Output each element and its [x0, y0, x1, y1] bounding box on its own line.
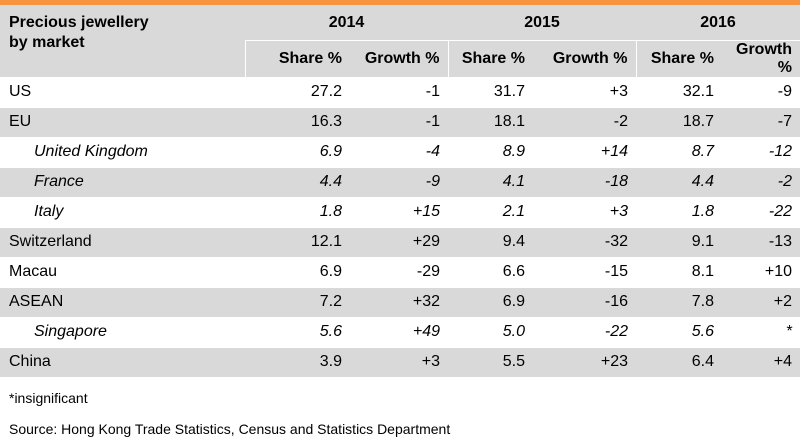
growth-2015: -18 [533, 167, 636, 197]
market-column-header: Precious jewellery by market [0, 5, 245, 77]
table-row: United Kingdom 6.9 -4 8.9 +14 8.7 -12 [0, 137, 800, 167]
growth-2015: -32 [533, 227, 636, 257]
market-name: United Kingdom [34, 143, 148, 160]
growth-2016: -22 [768, 203, 792, 220]
growth-2015: -2 [533, 107, 636, 137]
growth-header-2014: Growth % [350, 40, 448, 77]
market-header-line2: by market [9, 34, 85, 51]
growth-2015: +3 [609, 203, 628, 220]
share-2015: 4.1 [448, 167, 533, 197]
market-name: Switzerland [0, 227, 245, 257]
share-header-2015: Share % [447, 40, 533, 77]
market-header-line1: Precious jewellery [9, 14, 149, 31]
share-2016: 5.6 [691, 323, 714, 340]
table-row: Italy 1.8 +15 2.1 +3 1.8 -22 [0, 197, 800, 227]
growth-2014: -9 [350, 167, 448, 197]
table-row: US 27.2 -1 31.7 +3 32.1 -9 [0, 77, 800, 107]
growth-2015: -16 [533, 287, 636, 317]
share-2016: 8.1 [691, 263, 714, 280]
source-note: Source: Hong Kong Trade Statistics, Cens… [9, 421, 451, 437]
share-2016: 32.1 [682, 82, 714, 100]
table-row: Singapore 5.6 +49 5.0 -22 5.6 * [0, 317, 800, 347]
share-2015: 9.4 [448, 227, 533, 257]
growth-2014: +32 [350, 287, 448, 317]
year-header-2015: 2015 [448, 5, 636, 41]
table-row: Macau 6.9 -29 6.6 -15 8.1 +10 [0, 257, 800, 287]
growth-2014: -1 [425, 82, 440, 100]
accent-bar [0, 0, 800, 5]
share-2014: 7.2 [245, 287, 350, 317]
growth-2014: -1 [350, 107, 448, 137]
growth-2016: +4 [722, 347, 800, 377]
growth-2015: +3 [609, 82, 628, 100]
market-name: US [9, 82, 32, 100]
table-row: EU 16.3 -1 18.1 -2 18.7 -7 [0, 107, 800, 137]
share-2016: 18.7 [636, 107, 722, 137]
share-2016: 4.4 [636, 167, 722, 197]
growth-2014: +29 [350, 227, 448, 257]
share-2014: 12.1 [245, 227, 350, 257]
share-2015: 5.0 [502, 323, 525, 340]
table-row: Switzerland 12.1 +29 9.4 -32 9.1 -13 [0, 227, 800, 257]
share-2015: 8.9 [502, 143, 525, 160]
growth-2016: -13 [722, 227, 800, 257]
share-2014: 5.6 [319, 323, 342, 340]
share-2016: 7.8 [636, 287, 722, 317]
growth-2016: -7 [722, 107, 800, 137]
share-2015: 5.5 [448, 347, 533, 377]
table-row: China 3.9 +3 5.5 +23 6.4 +4 [0, 347, 800, 377]
growth-2016: -12 [768, 143, 792, 160]
footnote-insignificant: *insignificant [9, 390, 88, 406]
share-2014: 4.4 [245, 167, 350, 197]
growth-2014: +3 [350, 347, 448, 377]
growth-2016: +2 [722, 287, 800, 317]
share-2015: 18.1 [448, 107, 533, 137]
growth-2014: -4 [425, 143, 440, 160]
share-2014: 16.3 [245, 107, 350, 137]
growth-2016: -9 [777, 82, 792, 100]
share-2015: 6.6 [502, 263, 525, 280]
share-2014: 6.9 [319, 143, 342, 160]
share-2015: 2.1 [502, 203, 525, 220]
year-header-2014: 2014 [245, 5, 448, 41]
growth-2014: -29 [416, 263, 440, 280]
share-2015: 6.9 [448, 287, 533, 317]
market-name: Singapore [34, 323, 107, 340]
share-2016: 6.4 [636, 347, 722, 377]
share-2016: 9.1 [636, 227, 722, 257]
share-2016: 8.7 [691, 143, 714, 160]
table-row: France 4.4 -9 4.1 -18 4.4 -2 [0, 167, 800, 197]
growth-2016: * [785, 323, 792, 340]
jewellery-market-table: Precious jewellery by market 2014 2015 20… [0, 5, 800, 378]
market-name: Italy [34, 203, 64, 220]
share-header-2016: Share % [635, 40, 722, 77]
market-name: ASEAN [0, 287, 245, 317]
market-name: China [0, 347, 245, 377]
growth-2016: +10 [764, 263, 792, 280]
share-2014: 3.9 [245, 347, 350, 377]
share-header-2014: Share % [244, 40, 350, 77]
table-row: ASEAN 7.2 +32 6.9 -16 7.8 +2 [0, 287, 800, 317]
market-name: EU [0, 107, 245, 137]
growth-2014: +15 [412, 203, 440, 220]
share-2016: 1.8 [691, 203, 714, 220]
year-header-2016: 2016 [636, 5, 800, 41]
growth-2015: +14 [600, 143, 628, 160]
growth-header-2016: Growth % [722, 40, 800, 77]
growth-2015: -15 [604, 263, 628, 280]
market-name: Macau [9, 263, 58, 280]
share-2014: 1.8 [319, 203, 342, 220]
growth-2015: +23 [533, 347, 636, 377]
growth-header-2015: Growth % [533, 40, 636, 77]
growth-2016: -2 [722, 167, 800, 197]
share-2015: 31.7 [493, 82, 525, 100]
share-2014: 27.2 [310, 82, 342, 100]
growth-2014: +49 [412, 323, 440, 340]
growth-2015: -22 [604, 323, 628, 340]
share-2014: 6.9 [319, 263, 342, 280]
market-name: France [0, 167, 245, 197]
